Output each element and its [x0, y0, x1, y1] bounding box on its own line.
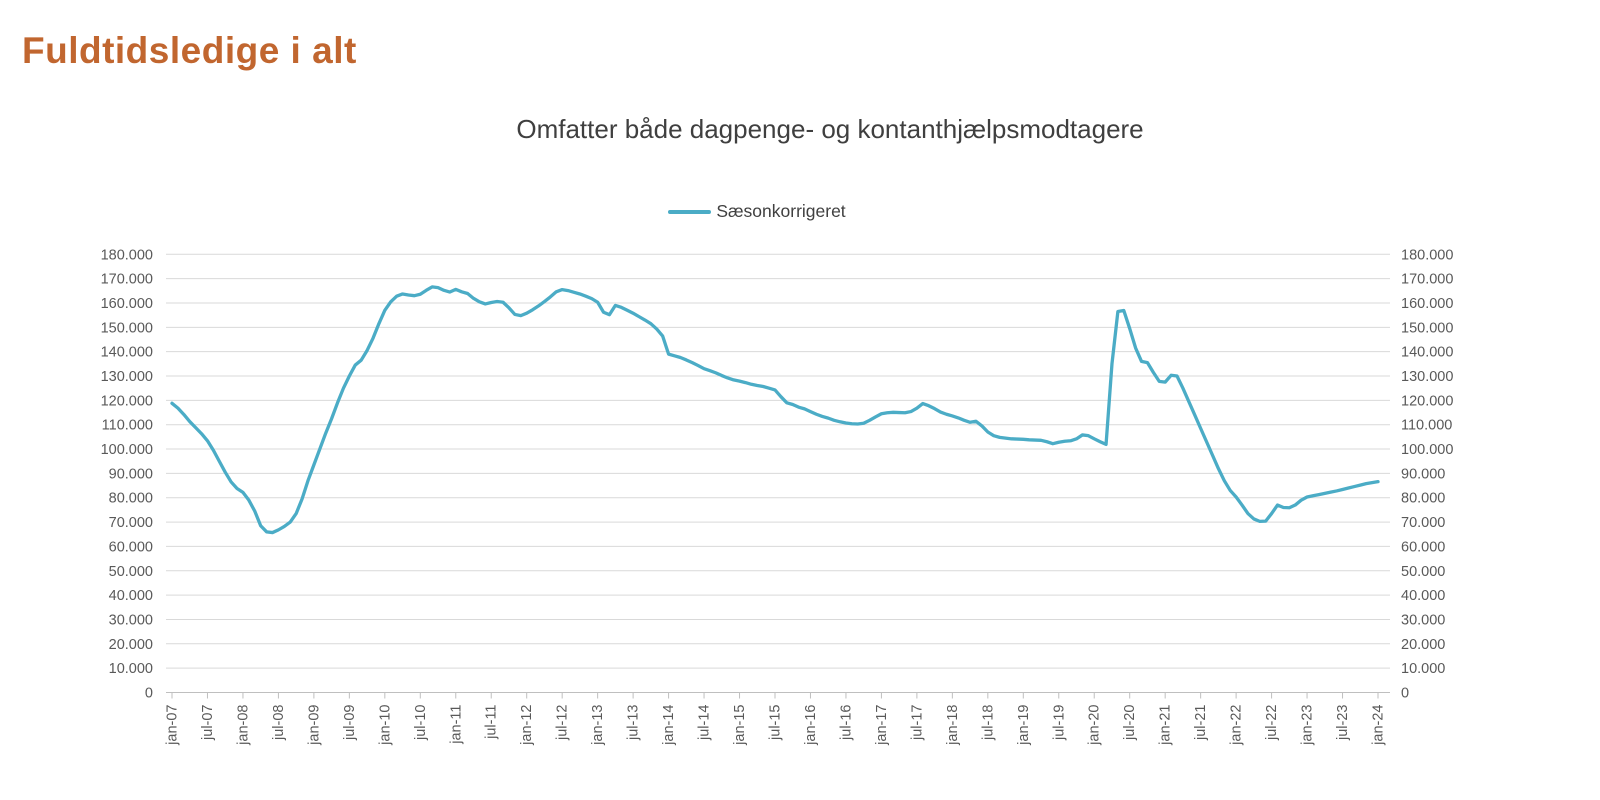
y-axis-label-left: 110.000: [102, 418, 153, 434]
y-axis-label-left: 40.000: [109, 588, 153, 604]
y-axis-label-right: 100.000: [1401, 442, 1453, 458]
y-axis-label-left: 0: [145, 686, 153, 702]
x-axis-label: jan-23: [1300, 705, 1316, 746]
y-axis-label-left: 80.000: [109, 491, 153, 507]
x-axis-label: jul-20: [1122, 705, 1138, 741]
y-axis-label-left: 100.000: [101, 442, 153, 458]
x-axis-label: jan-21: [1158, 705, 1174, 746]
y-axis-label-left: 130.000: [101, 369, 153, 385]
x-axis-label: jul-17: [909, 705, 925, 741]
x-axis-label: jul-13: [626, 705, 642, 741]
y-axis-label-left: 160.000: [101, 296, 153, 312]
x-axis-label: jul-14: [697, 705, 713, 741]
y-axis-label-left: 50.000: [109, 564, 153, 580]
x-axis-label: jul-21: [1193, 705, 1209, 741]
y-axis-label-right: 50.000: [1401, 564, 1445, 580]
x-axis-label: jan-14: [661, 705, 677, 746]
x-axis-label: jul-07: [200, 705, 216, 741]
legend-label: Sæsonkorrigeret: [716, 201, 846, 221]
x-axis-label: jul-08: [271, 705, 287, 741]
x-axis-label: jan-20: [1087, 705, 1103, 746]
x-axis-label: jul-16: [838, 705, 854, 741]
y-axis-label-right: 120.000: [1401, 393, 1453, 409]
legend: Sæsonkorrigeret: [157, 201, 1357, 222]
y-axis-label-right: 150.000: [1401, 320, 1453, 336]
y-axis-label-right: 60.000: [1401, 539, 1445, 555]
y-axis-label-left: 70.000: [109, 515, 153, 531]
x-axis-label: jul-22: [1264, 705, 1280, 741]
x-axis-label: jan-22: [1229, 705, 1245, 746]
y-axis-label-right: 170.000: [1401, 272, 1453, 288]
x-axis-label: jan-18: [945, 705, 961, 746]
x-axis-label: jan-19: [1016, 705, 1032, 746]
x-axis-label: jul-11: [484, 705, 500, 740]
y-axis-label-left: 120.000: [101, 393, 153, 409]
x-axis-label: jan-16: [803, 705, 819, 746]
x-axis-label: jul-19: [1051, 705, 1067, 741]
x-axis-label: jan-09: [306, 705, 322, 746]
y-axis-label-left: 180.000: [101, 247, 153, 263]
y-axis-label-right: 90.000: [1401, 466, 1445, 482]
x-axis-label: jan-08: [235, 705, 251, 746]
x-axis-label: jan-07: [165, 705, 181, 746]
y-axis-label-right: 140.000: [1401, 345, 1453, 361]
y-axis-label-right: 70.000: [1401, 515, 1445, 531]
x-axis-label: jul-18: [980, 704, 996, 740]
x-axis-label: jan-10: [377, 705, 393, 746]
x-axis-label: jan-15: [732, 705, 748, 746]
y-axis-label-right: 40.000: [1401, 588, 1445, 604]
x-axis-label: jan-17: [874, 705, 890, 746]
series-line-saesonkorrigeret: [170, 285, 1380, 535]
y-axis-label-left: 90.000: [109, 466, 153, 482]
y-axis-label-right: 160.000: [1401, 296, 1453, 312]
x-axis-label: jul-15: [768, 705, 784, 741]
y-axis-label-left: 30.000: [109, 612, 153, 628]
x-axis-label: jul-10: [413, 705, 429, 741]
x-axis-label: jul-09: [342, 705, 358, 741]
y-axis-label-left: 10.000: [109, 661, 153, 677]
y-axis-label-left: 60.000: [109, 539, 153, 555]
y-axis-label-right: 80.000: [1401, 491, 1445, 507]
x-axis-label: jan-11: [448, 705, 464, 745]
y-axis-label-right: 30.000: [1401, 612, 1445, 628]
y-axis-label-right: 130.000: [1401, 369, 1453, 385]
x-axis-label: jan-13: [590, 705, 606, 746]
legend-line-marker: [668, 209, 712, 214]
y-axis-label-right: 180.000: [1401, 247, 1453, 263]
page-title: Fuldtidsledige i alt: [22, 30, 357, 71]
y-axis-label-left: 170.000: [101, 272, 153, 288]
y-axis-label-left: 140.000: [101, 345, 153, 361]
y-axis-label-right: 10.000: [1401, 661, 1445, 677]
x-axis-label: jul-12: [555, 705, 571, 741]
x-axis-label: jan-12: [519, 705, 535, 746]
y-axis-label-left: 150.000: [101, 320, 153, 336]
x-axis-label: jan-24: [1371, 705, 1387, 746]
x-axis-label: jul-23: [1335, 705, 1351, 741]
y-axis-label-right: 20.000: [1401, 637, 1445, 653]
y-axis-label-right: 110.000: [1401, 418, 1452, 434]
chart-title: Omfatter både dagpenge- og kontanthjælps…: [516, 114, 1144, 144]
y-axis-label-left: 20.000: [109, 637, 153, 653]
y-axis-label-right: 0: [1401, 686, 1409, 702]
